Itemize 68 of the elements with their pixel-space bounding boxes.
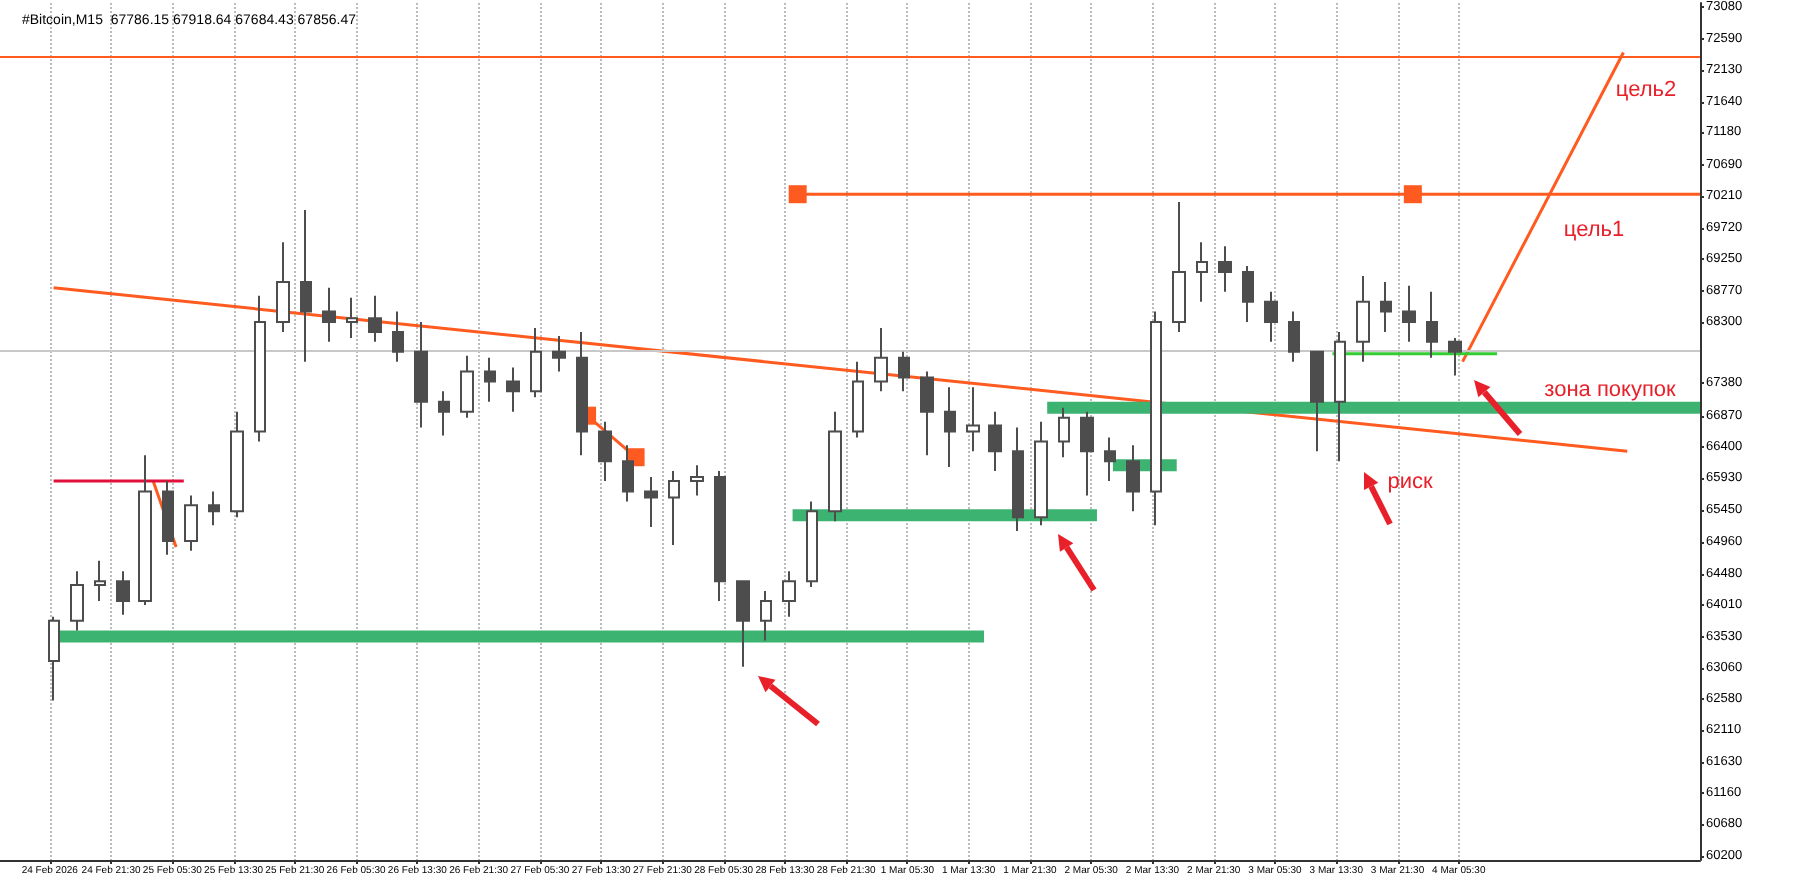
annotation: цель1 [1563,217,1625,242]
candlestick [230,410,244,519]
candlestick [782,570,796,618]
candlestick [1080,410,1094,497]
candlestick [668,470,680,546]
candlestick [346,296,358,339]
candlestick [736,580,750,668]
candlestick [1034,420,1048,527]
annotation: цель2 [1615,77,1677,102]
candlestick [622,444,634,503]
candlestick [208,490,220,527]
candlestick [322,286,336,343]
candlestick [1196,241,1208,303]
candlestick [576,330,588,457]
candlestick [852,360,864,439]
candlestick [1380,280,1392,333]
point [788,185,807,204]
candlestick [874,327,888,393]
candlestick [1012,426,1024,533]
candlestick [944,386,956,469]
candlestick [254,294,266,443]
candlestick [392,310,404,363]
candlestick [1242,265,1254,324]
candlestick [484,356,496,403]
candlestick [1058,406,1070,459]
candlestick [1448,336,1462,377]
candlestick [1264,290,1278,343]
candlestick [438,390,450,437]
candlestick [506,366,520,413]
candlestick [828,410,842,523]
candlestick [1104,436,1116,482]
candlestick [1150,310,1162,527]
candlestick [690,464,704,497]
candlestick [644,476,658,529]
candlestick [300,209,312,363]
candlestick [1334,330,1346,463]
candlestick [714,470,726,602]
candlestick [162,479,174,556]
candlestick [598,420,612,482]
candlestick [368,294,382,343]
annotation: риск [1387,469,1433,494]
candlestick [966,386,980,453]
candlestick [760,590,772,642]
candlestick [414,321,428,429]
candlestick [184,494,198,552]
candlestick [806,500,818,589]
candlestick [276,241,290,333]
candlestick [460,354,474,419]
candlestick [1310,350,1324,453]
candlestick [530,327,542,399]
candlestick [1126,444,1140,513]
annotation: зона покупок [1544,377,1677,402]
candlestick [1356,274,1370,363]
candlestick [1402,284,1416,343]
candlestick [1172,201,1186,333]
candlestick [70,570,84,632]
candlestick [48,615,60,702]
candlestick [552,334,566,373]
candlestick [1426,290,1438,359]
candlestick [1218,245,1232,293]
candlestick [116,570,130,616]
candlestick [988,410,1002,473]
candlestick [1288,310,1300,363]
candlestick [138,454,152,606]
candlestick [920,370,934,457]
point [1403,185,1422,204]
candlestick [94,559,106,602]
candlestick [898,350,910,393]
